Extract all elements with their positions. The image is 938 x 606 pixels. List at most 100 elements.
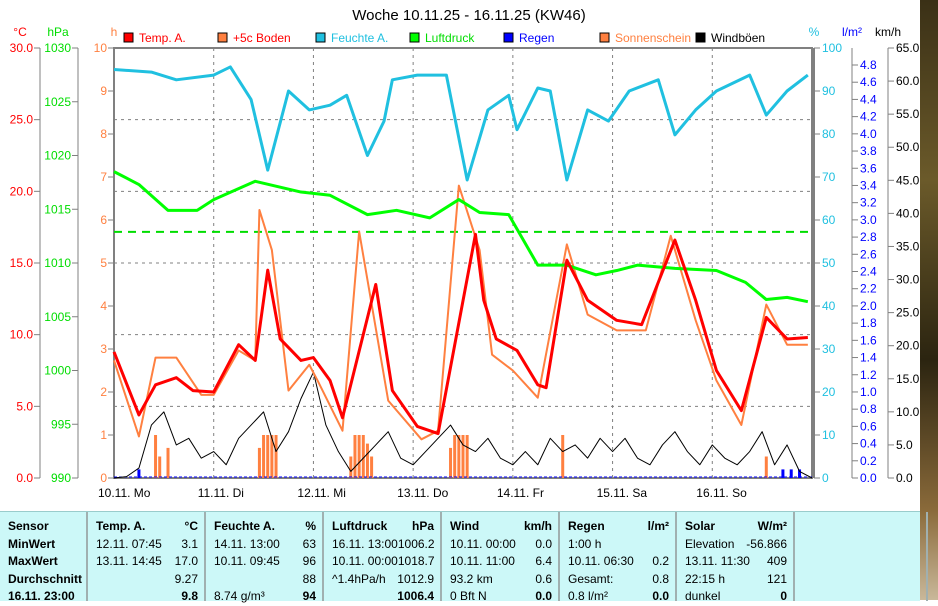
sun-tick-label: 0 <box>100 471 107 485</box>
pressure-axis-unit: hPa <box>47 25 69 39</box>
table-header: Temp. A. °C <box>96 519 198 533</box>
humidity-tick-label: 30 <box>822 342 836 356</box>
rain-tick-label: 2.0 <box>860 299 877 313</box>
sunshine-bar <box>270 435 274 478</box>
sun-tick-label: 8 <box>100 127 107 141</box>
sun-tick-label: 4 <box>100 299 107 313</box>
wind-tick-label: 15.0 <box>896 372 920 386</box>
legend-label: Windböen <box>711 31 765 45</box>
wind-tick-label: 50.0 <box>896 140 920 154</box>
sunshine-bar <box>365 443 369 478</box>
humidity-tick-label: 90 <box>822 84 836 98</box>
table-row: 14.11. 13:00 63 <box>214 536 316 551</box>
temp-tick-label: 30.0 <box>10 41 34 55</box>
table-row: 22:15 h 121 <box>685 571 787 586</box>
sun-tick-label: 6 <box>100 213 107 227</box>
rain-tick-label: 2.8 <box>860 230 877 244</box>
background-photo-strip <box>920 0 938 600</box>
table-row-current: 16.11. 23:00 <box>8 589 75 603</box>
wind-tick-label: 45.0 <box>896 173 920 187</box>
series-line-windböen <box>113 371 813 479</box>
legend-swatch <box>315 32 326 43</box>
rain-bar <box>781 469 785 478</box>
wind-tick-label: 20.0 <box>896 339 920 353</box>
wind-tick-label: 65.0 <box>896 41 920 55</box>
sun-tick-label: 9 <box>100 84 107 98</box>
wind-tick-label: 10.0 <box>896 405 920 419</box>
wind-tick-label: 25.0 <box>896 306 920 320</box>
x-tick-label: 11.11. Di <box>198 486 244 500</box>
legend-label: Temp. A. <box>139 31 186 45</box>
rain-tick-label: 1.8 <box>860 316 877 330</box>
sunshine-bar <box>274 435 278 478</box>
x-tick-label: 14.11. Fr <box>497 486 544 500</box>
legend-swatch <box>503 32 514 43</box>
table-row-current: 0 Bft N 0.0 <box>450 589 552 603</box>
sunshine-bar <box>370 456 374 478</box>
table-column-luftdruck: Luftdruck hPa 16.11. 13:00 1006.2 10.11. 00:… <box>324 512 442 603</box>
table-row-current: 1006.4 <box>397 589 434 603</box>
rain-tick-label: 4.4 <box>860 92 877 106</box>
table-row: MaxWert <box>8 554 58 568</box>
table-row: Elevation -56.866 <box>685 536 787 551</box>
wind-tick-label: 55.0 <box>896 107 920 121</box>
table-row: 16.11. 13:00 1006.2 <box>332 536 435 551</box>
humidity-tick-label: 60 <box>822 213 836 227</box>
table-header: Regen l/m² <box>568 519 669 533</box>
legend-swatch <box>123 32 134 43</box>
rain-tick-label: 3.2 <box>860 196 877 210</box>
rain-tick-label: 3.6 <box>860 161 877 175</box>
temp-tick-label: 5.0 <box>16 399 33 413</box>
table-header: Solar W/m² <box>685 519 787 533</box>
temp-tick-label: 25.0 <box>10 113 34 127</box>
table-row: ^1.4hPa/h 1012.9 <box>332 571 434 586</box>
wind-tick-label: 5.0 <box>896 438 913 452</box>
pressure-tick-label: 990 <box>51 471 71 485</box>
rain-tick-label: 4.8 <box>860 58 877 72</box>
temp-tick-label: 15.0 <box>10 256 34 270</box>
temp-tick-label: 0.0 <box>16 471 33 485</box>
series-line--5c-boden <box>113 184 808 441</box>
table-row: 10.11. 00:00 0.0 <box>450 536 552 551</box>
rain-tick-label: 3.8 <box>860 144 877 158</box>
series-line-luftdruck <box>113 170 809 304</box>
table-row-current: dunkel 0 <box>685 589 787 603</box>
legend-label: Luftdruck <box>425 31 475 45</box>
x-tick-label: 15.11. Sa <box>597 486 648 500</box>
temp-tick-label: 20.0 <box>10 184 34 198</box>
sunshine-bar <box>349 456 353 478</box>
table-row-current: 9.8 <box>181 589 198 603</box>
table-row: 10.11. 11:00 6.4 <box>450 554 552 568</box>
sun-tick-label: 7 <box>100 170 107 184</box>
sunshine-bar <box>262 435 266 478</box>
chart-title: Woche 10.11.25 - 16.11.25 (KW46) <box>352 7 585 24</box>
legend-swatch <box>409 32 420 43</box>
humidity-tick-label: 10 <box>822 428 836 442</box>
rain-tick-label: 0.2 <box>860 454 877 468</box>
series-line-temp-a- <box>112 232 808 436</box>
wind-axis-unit: km/h <box>875 25 901 39</box>
pressure-tick-label: 1005 <box>44 310 71 324</box>
sun-tick-label: 1 <box>100 428 107 442</box>
rain-tick-label: 1.0 <box>860 385 877 399</box>
series-line-feuchte-a- <box>113 65 809 182</box>
pressure-tick-label: 1025 <box>44 95 71 109</box>
temp-axis-unit: °C <box>13 25 27 39</box>
rain-tick-label: 4.0 <box>860 127 877 141</box>
table-header: Wind km/h <box>450 519 552 533</box>
sun-tick-label: 2 <box>100 385 107 399</box>
rain-tick-label: 2.2 <box>860 282 877 296</box>
table-row: 10.11. 00:00 1018.7 <box>332 554 435 568</box>
table-row-current: 0.8 l/m² 0.0 <box>568 589 669 603</box>
table-row: 10.11. 09:45 96 <box>214 554 316 568</box>
legend-swatch <box>217 32 228 43</box>
pressure-tick-label: 1030 <box>44 41 71 55</box>
rain-tick-label: 1.4 <box>860 351 877 365</box>
rain-tick-label: 4.6 <box>860 75 877 89</box>
legend-swatch <box>599 32 610 43</box>
humidity-tick-label: 40 <box>822 299 836 313</box>
pressure-tick-label: 995 <box>51 417 71 431</box>
table-column-sensor: Sensor MinWert MaxWert Durchschnitt 16.11. 2… <box>0 512 88 603</box>
legend-label: Regen <box>519 31 554 45</box>
weather-chart: Woche 10.11.25 - 16.11.25 (KW46) °C 0.0 5.0… <box>10 7 920 500</box>
